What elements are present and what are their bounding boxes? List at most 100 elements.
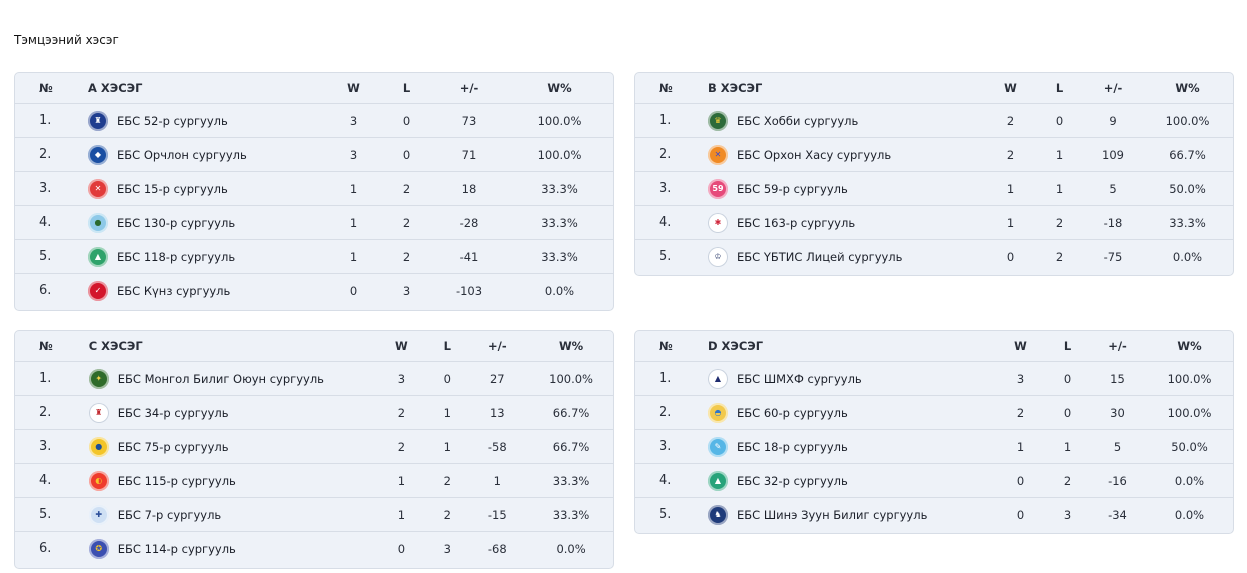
rank-cell: 5. (659, 249, 672, 265)
rank-cell: 1. (15, 361, 89, 396)
standings-row[interactable]: 4. ✱ ЕБС 163-р сургууль 1 2 -18 33.3% (635, 205, 1233, 240)
team-name[interactable]: ЕБС ҮБТИС Лицей сургууль (737, 249, 903, 264)
point-diff-cell: -34 (1108, 507, 1127, 522)
team-name[interactable]: ЕБС Шинэ Зуун Билиг сургууль (737, 507, 928, 522)
team-name[interactable]: ЕБС 118-р сургууль (117, 249, 236, 264)
standings-row[interactable]: 2. ◆ ЕБС Орчлон сургууль 3 0 71 100.0% (15, 137, 613, 172)
school-118-logo-icon: ▲ (88, 246, 108, 267)
header-win-pct: W% (1144, 331, 1233, 362)
team-name[interactable]: ЕБС 18-р сургууль (737, 439, 848, 454)
standings-row[interactable]: 5. ♞ ЕБС Шинэ Зуун Билиг сургууль 0 3 -34 0.0% (635, 498, 1233, 532)
team-name[interactable]: ЕБС 32-р сургууль (737, 473, 848, 488)
team-name[interactable]: ЕБС 163-р сургууль (737, 215, 856, 230)
standings-row[interactable]: 5. ▲ ЕБС 118-р сургууль 1 2 -41 33.3% (15, 239, 613, 274)
standings-row[interactable]: 6. ✪ ЕБС 114-р сургууль 0 3 -68 0.0% (15, 532, 613, 566)
losses-cell: 1 (429, 395, 466, 430)
header-point-diff: +/- (1084, 73, 1142, 104)
team-cell: ◐ ЕБС 115-р сургууль (88, 463, 374, 498)
header-wins: W (986, 73, 1035, 104)
team-name[interactable]: ЕБС 114-р сургууль (117, 541, 236, 556)
team-name[interactable]: ЕБС 75-р сургууль (117, 439, 229, 454)
team-cell: ♞ ЕБС Шинэ Зуун Билиг сургууль (708, 498, 997, 532)
team-cell-content: ✦ ЕБС Монгол Билиг Оюун сургууль (88, 368, 374, 389)
standings-row[interactable]: 3. ✎ ЕБС 18-р сургууль 1 1 5 50.0% (635, 429, 1233, 464)
losses-cell: 2 (1035, 205, 1084, 240)
mongol-bilig-logo-icon: ✦ (88, 368, 109, 389)
standings-row[interactable]: 4. ◐ ЕБС 115-р сургууль 1 2 1 33.3% (15, 463, 613, 498)
losses-cell: 0 (381, 103, 432, 138)
team-cell-content: ✚ ЕБС 7-р сургууль (88, 504, 374, 525)
team-cell: ♜ ЕБС 52-р сургууль (88, 103, 326, 138)
standings-row[interactable]: 3. ✕ ЕБС 15-р сургууль 1 2 18 33.3% (15, 171, 613, 206)
team-cell: 59 ЕБС 59-р сургууль (708, 171, 986, 206)
wins-cell: 1 (326, 171, 381, 206)
shine-zuun-bilig-logo-icon: ♞ (708, 504, 728, 525)
team-name[interactable]: ЕБС ШМХФ сургууль (737, 371, 862, 386)
header-losses: L (429, 331, 466, 362)
standings-row[interactable]: 6. ✓ ЕБС Күнз сургууль 0 3 -103 0.0% (15, 274, 613, 308)
standings-row[interactable]: 1. ♜ ЕБС 52-р сургууль 3 0 73 100.0% (15, 103, 613, 138)
standings-row[interactable]: 3. 59 ЕБС 59-р сургууль 1 1 5 50.0% (635, 171, 1233, 206)
team-cell-content: ♛ ЕБС Хобби сургууль (708, 110, 986, 131)
standings-row[interactable]: 4. ● ЕБС 130-р сургууль 1 2 -28 33.3% (15, 205, 613, 240)
page-title: Тэмцээний хэсэг (14, 33, 119, 47)
team-name[interactable]: ЕБС Орхон Хасу сургууль (737, 147, 892, 162)
standings-row[interactable]: 5. ♔ ЕБС ҮБТИС Лицей сургууль 0 2 -75 0.0% (635, 240, 1233, 274)
point-diff-cell: -16 (1091, 463, 1144, 498)
win-pct-cell: 100.0% (1144, 395, 1233, 430)
team-cell: ◆ ЕБС Орчлон сургууль (88, 137, 326, 172)
team-cell-content: ✕ ЕБС Орхон Хасу сургууль (708, 144, 986, 165)
standings-row[interactable]: 1. ✦ ЕБС Монгол Билиг Оюун сургууль 3 0 27 100… (15, 361, 613, 396)
point-diff-cell: 71 (432, 137, 506, 172)
team-name[interactable]: ЕБС Монгол Билиг Оюун сургууль (117, 371, 324, 386)
team-name[interactable]: ЕБС 115-р сургууль (117, 473, 236, 488)
team-name[interactable]: ЕБС 52-р сургууль (117, 113, 228, 128)
standings-row[interactable]: 2. ◓ ЕБС 60-р сургууль 2 0 30 100.0% (635, 395, 1233, 430)
team-name[interactable]: ЕБС 130-р сургууль (117, 215, 236, 230)
table-header-row: № В ХЭСЭГ W L +/- W% (635, 73, 1233, 104)
standings-row[interactable]: 1. ▲ ЕБС ШМХФ сургууль 3 0 15 100.0% (635, 361, 1233, 396)
team-cell-content: ✪ ЕБС 114-р сургууль (88, 538, 374, 559)
wins-cell: 1 (326, 205, 381, 240)
wins-cell: 1 (997, 429, 1044, 464)
team-name[interactable]: ЕБС 60-р сургууль (737, 405, 848, 420)
team-name[interactable]: ЕБС 34-р сургууль (117, 405, 229, 420)
team-cell: ✕ ЕБС 15-р сургууль (88, 171, 326, 206)
team-name[interactable]: ЕБС 59-р сургууль (737, 181, 848, 196)
table-header-row: № D ХЭСЭГ W L +/- W% (635, 331, 1233, 362)
rank-cell: 4. (15, 205, 88, 240)
team-name[interactable]: ЕБС Орчлон сургууль (117, 147, 247, 162)
header-wins: W (373, 331, 430, 362)
school-32-logo-icon: ▲ (708, 470, 728, 491)
point-diff-cell: -103 (455, 283, 483, 298)
school-34-logo-icon: ♜ (88, 402, 109, 423)
losses-cell: 2 (381, 171, 432, 206)
point-diff-cell: -18 (1084, 205, 1142, 240)
header-wins: W (997, 331, 1044, 362)
team-name[interactable]: ЕБС 7-р сургууль (117, 507, 222, 522)
win-pct-cell: 33.3% (529, 497, 613, 532)
standings-row[interactable]: 3. ● ЕБС 75-р сургууль 2 1 -58 66.7% (15, 429, 613, 464)
team-name[interactable]: ЕБС Күнз сургууль (117, 283, 231, 298)
table-body: 1. ♜ ЕБС 52-р сургууль 3 0 73 100.0% 2. ◆ ЕБС Орч… (15, 103, 613, 308)
header-point-diff: +/- (432, 73, 506, 104)
header-group-title: С ХЭСЭГ (88, 331, 374, 362)
standings-row[interactable]: 4. ▲ ЕБС 32-р сургууль 0 2 -16 0.0% (635, 463, 1233, 498)
team-name[interactable]: ЕБС Хобби сургууль (737, 113, 859, 128)
team-cell: ▲ ЕБС 118-р сургууль (88, 239, 326, 274)
win-pct-cell: 0.0% (544, 283, 575, 298)
point-diff-cell: -28 (432, 205, 506, 240)
standings-row[interactable]: 2. ♜ ЕБС 34-р сургууль 2 1 13 66.7% (15, 395, 613, 430)
group-table-d: № D ХЭСЭГ W L +/- W% 1. ▲ ЕБС ШМХФ сургуул… (634, 330, 1234, 534)
wins-cell: 2 (986, 103, 1035, 138)
point-diff-cell: 5 (1084, 171, 1142, 206)
team-cell: ● ЕБС 130-р сургууль (88, 205, 326, 240)
school-130-logo-icon: ● (88, 212, 108, 233)
standings-row[interactable]: 1. ♛ ЕБС Хобби сургууль 2 0 9 100.0% (635, 103, 1233, 138)
standings-row[interactable]: 2. ✕ ЕБС Орхон Хасу сургууль 2 1 109 66.7% (635, 137, 1233, 172)
win-pct-cell: 0.0% (1144, 463, 1233, 498)
orkhon-hasu-logo-icon: ✕ (708, 144, 728, 165)
team-name[interactable]: ЕБС 15-р сургууль (117, 181, 228, 196)
wins-cell: 1 (373, 497, 430, 532)
standings-row[interactable]: 5. ✚ ЕБС 7-р сургууль 1 2 -15 33.3% (15, 497, 613, 532)
